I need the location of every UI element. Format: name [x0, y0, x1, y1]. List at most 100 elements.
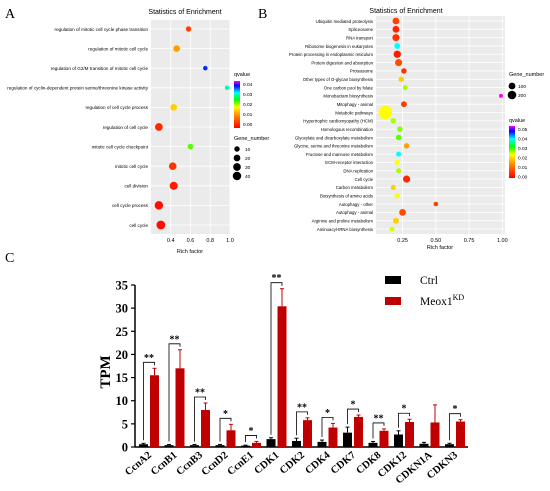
c-y-tick-label: 30	[116, 302, 129, 316]
b-point	[393, 50, 401, 58]
c-bar-ctrl	[190, 445, 199, 447]
b-term-label: Homologous recombination	[321, 127, 374, 132]
c-sig-marker: **	[272, 273, 282, 284]
c-sig-marker: **	[170, 334, 180, 345]
c-sig-marker: **	[297, 402, 307, 413]
a-point	[169, 181, 178, 190]
c-bar-ctrl	[164, 445, 174, 447]
a-gene-legend-label: 10	[245, 147, 251, 153]
panel-a-title: Statistics of Enrichment	[148, 9, 221, 16]
b-xtick-label: 0.50	[430, 238, 441, 244]
panel-label-b: B	[258, 7, 267, 22]
panel-b-title: Statistics of Enrichment	[369, 8, 442, 15]
legend-label-meox1-main: Meox1	[420, 296, 453, 308]
b-point	[402, 85, 408, 91]
c-bar-ctrl	[139, 444, 148, 447]
c-x-label: CDK2	[278, 450, 307, 477]
c-bar-ctrl	[394, 434, 403, 447]
legend-label-ctrl: Ctrl	[420, 275, 438, 287]
panel-b-qvalue-legend-title: qvalue	[509, 118, 525, 124]
panel-b-qvalue-ticks: 0.05 0.04 0.03 0.02 0.01 0.00	[518, 127, 528, 181]
c-bar-meox1	[430, 422, 440, 447]
b-qvalue-tick: 0.01	[518, 165, 528, 171]
b-point	[392, 34, 400, 42]
b-term-label: Spliceosome	[348, 27, 373, 32]
a-gene-legend-label: 30	[245, 165, 251, 171]
panel-a-qvalue-ticks: 0.04 0.03 0.02 0.01 0.00	[243, 82, 253, 128]
b-qvalue-tick: 0.02	[518, 156, 528, 162]
b-xtick-label: 1.00	[497, 238, 508, 244]
c-sig-marker: *	[351, 400, 356, 411]
b-gene-legend-label: 200	[518, 93, 526, 99]
c-sig-marker: *	[402, 404, 407, 415]
panel-a-points	[154, 26, 230, 230]
panel-b-xlabel: Rich factor	[427, 245, 453, 251]
c-y-tick-label: 35	[116, 279, 129, 293]
a-xtick-label: 0.4	[167, 238, 175, 244]
c-bar-ctrl	[266, 439, 276, 447]
a-gene-legend-dot	[232, 171, 242, 181]
panel-label-c: C	[5, 251, 14, 266]
b-term-label: Other types of O-glycan biosynthesis	[303, 77, 373, 82]
c-x-label: CDK4	[303, 449, 333, 476]
c-y-tick-label: 10	[116, 394, 129, 408]
c-sig-bracket	[270, 282, 283, 435]
b-term-label: Monobactam biosynthesis	[323, 94, 373, 99]
a-qvalue-tick: 0.01	[243, 112, 253, 118]
c-sig-bracket	[219, 417, 232, 442]
c-x-label: CcnB3	[175, 450, 205, 478]
c-x-label: CcnB1	[149, 450, 179, 478]
a-gene-legend-dot	[233, 154, 241, 162]
panel-c-axes: 0 5 10 15 20 25 30 35	[116, 279, 468, 455]
c-sig-bracket	[347, 408, 359, 425]
c-bar-ctrl	[215, 445, 225, 447]
c-y-tick-label: 0	[122, 441, 128, 455]
b-point	[392, 17, 400, 25]
c-y-tick-label: 20	[116, 348, 129, 362]
b-point	[399, 208, 407, 216]
panel-c-ylabel: TPM	[98, 355, 114, 388]
panel-b-pathway-labels: Ubiquitin mediated proteolysis Spliceosom…	[289, 19, 374, 232]
a-point	[156, 220, 166, 230]
a-point	[154, 201, 164, 210]
a-term-label: regulation of cell cycle process	[85, 105, 148, 110]
b-point	[390, 118, 397, 124]
c-sig-bracket	[321, 416, 334, 438]
a-qvalue-tick: 0.02	[243, 102, 253, 108]
c-bar-ctrl	[368, 442, 378, 447]
panel-a-gene-legend: 10 20 30 40	[232, 146, 251, 181]
b-term-label: Mitophagy - animal	[337, 102, 373, 107]
a-gene-legend-label: 40	[245, 174, 251, 180]
b-term-label: ECM-receptor interaction	[325, 160, 373, 165]
a-term-label: regulation of G2/M transition of mitotic…	[51, 66, 149, 71]
b-qvalue-tick: 0.04	[518, 137, 528, 143]
c-sig-marker: *	[453, 404, 458, 415]
b-point	[499, 93, 503, 98]
a-xtick-label: 0.8	[206, 238, 214, 244]
b-point	[394, 43, 401, 49]
a-term-label: regulation of mitotic cell cycle phase t…	[55, 27, 149, 32]
a-point	[224, 85, 230, 91]
b-point	[403, 175, 411, 183]
b-point	[389, 226, 395, 232]
b-term-label: Metabolic pathways	[335, 110, 373, 115]
b-term-label: Proteasome	[350, 69, 374, 74]
b-term-label: Autophagy - animal	[336, 210, 373, 215]
b-point	[395, 134, 402, 141]
b-term-label: One carbon pool by folate	[324, 85, 374, 90]
c-bar-ctrl	[292, 440, 301, 447]
panel-c-bars	[139, 288, 465, 447]
a-xtick-label: 1.0	[226, 238, 234, 244]
c-bar-meox1	[303, 420, 312, 447]
a-point	[187, 143, 194, 150]
legend-label-meox1-sup: KD	[453, 293, 465, 302]
legend-label-meox1: Meox1KD	[420, 293, 464, 308]
b-point	[390, 184, 396, 190]
a-point	[155, 123, 163, 131]
a-term-label: cell cycle	[129, 223, 148, 228]
c-bar-ctrl	[317, 441, 327, 447]
panel-a-x-ticks: 0.4 0.6 0.8 1.0	[167, 238, 234, 244]
b-term-label: Hypertrophic cardiomyopathy (HCM)	[303, 119, 373, 124]
b-point	[403, 143, 410, 149]
